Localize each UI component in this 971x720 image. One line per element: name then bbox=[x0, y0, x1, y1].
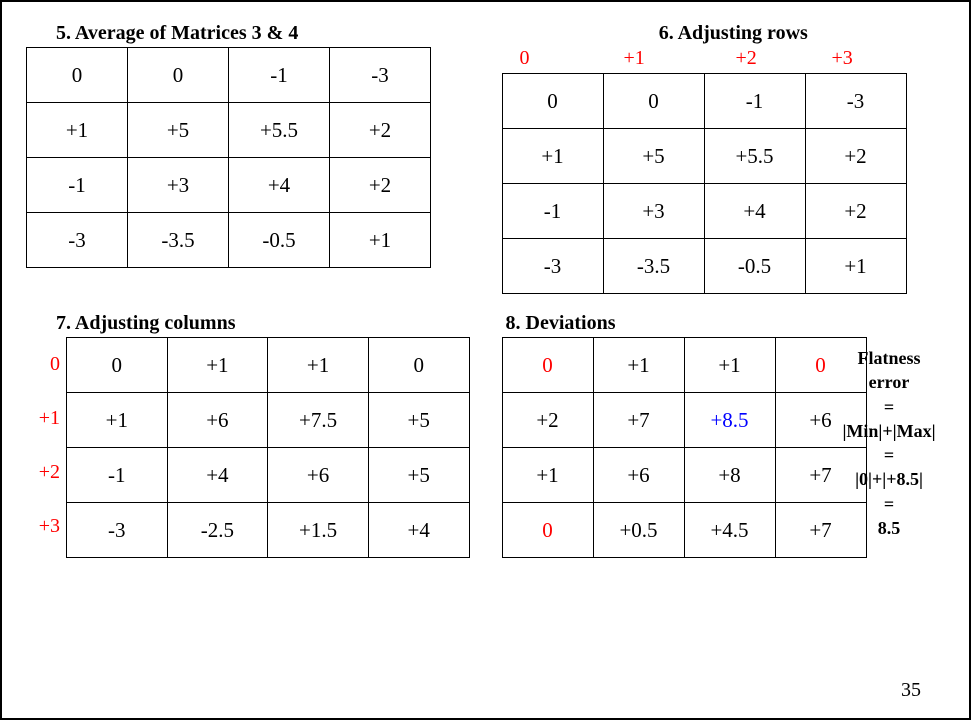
table-cell: +1 bbox=[593, 338, 684, 393]
table-cell: -0.5 bbox=[229, 213, 330, 268]
table-cell: +2 bbox=[805, 184, 906, 239]
table-cell: +5.5 bbox=[704, 129, 805, 184]
panel-6-table: 0 0 -1 -3 +1 +5 +5.5 +2 -1 +3 +4 +2 bbox=[502, 73, 907, 294]
table-cell: -0.5 bbox=[704, 239, 805, 294]
table-cell: 0 bbox=[502, 503, 593, 558]
adjust-row-label: +3 bbox=[832, 47, 853, 70]
table-cell: +1 bbox=[502, 448, 593, 503]
panel-7-title: 7. Adjusting columns bbox=[26, 312, 470, 335]
table-cell: +1 bbox=[167, 338, 268, 393]
panel-7-table: 0 +1 +1 0 +1 +6 +7.5 +5 -1 +4 +6 bbox=[66, 337, 470, 558]
adjust-row-label: +2 bbox=[736, 47, 757, 70]
panel-8-deviations: 8. Deviations 0 +1 +1 0 +2 +7 +8.5 +6 +1… bbox=[502, 312, 946, 558]
table-cell: +7.5 bbox=[268, 393, 369, 448]
panels-grid: 5. Average of Matrices 3 & 4 0 0 -1 -3 +… bbox=[26, 22, 945, 558]
table-cell: -1 bbox=[502, 184, 603, 239]
panel-5-table: 0 0 -1 -3 +1 +5 +5.5 +2 -1 +3 +4 +2 bbox=[26, 47, 431, 268]
table-cell: +8 bbox=[684, 448, 775, 503]
flatness-eq: = bbox=[828, 492, 950, 516]
adjust-col-label: +3 bbox=[26, 499, 60, 553]
table-cell: +1 bbox=[502, 129, 603, 184]
table-cell: -2.5 bbox=[167, 503, 268, 558]
table-cell: +5.5 bbox=[229, 103, 330, 158]
table-cell: +2 bbox=[330, 158, 431, 213]
panel-6-adjusting-rows: 6. Adjusting rows 0 +1 +2 +3 0 0 -1 -3 +… bbox=[502, 22, 946, 294]
slide-page: 5. Average of Matrices 3 & 4 0 0 -1 -3 +… bbox=[0, 0, 971, 720]
table-cell: +2 bbox=[330, 103, 431, 158]
table-cell: +3 bbox=[603, 184, 704, 239]
table-cell: -3 bbox=[805, 74, 906, 129]
panel-8-title: 8. Deviations bbox=[502, 312, 946, 335]
adjust-col-label: +2 bbox=[26, 445, 60, 499]
table-cell: -3 bbox=[67, 503, 168, 558]
table-cell: +4.5 bbox=[684, 503, 775, 558]
table-cell: +1.5 bbox=[268, 503, 369, 558]
adjust-col-label: 0 bbox=[26, 337, 60, 391]
table-cell: -1 bbox=[67, 448, 168, 503]
table-cell: 0 bbox=[128, 48, 229, 103]
flatness-error-note: Flatness error = |Min|+|Max| = |0|+|+8.5… bbox=[828, 346, 950, 540]
table-cell: +6 bbox=[268, 448, 369, 503]
table-cell: 0 bbox=[502, 74, 603, 129]
table-cell: -3 bbox=[27, 213, 128, 268]
table-cell: +6 bbox=[167, 393, 268, 448]
table-cell: +2 bbox=[502, 393, 593, 448]
table-cell: +4 bbox=[167, 448, 268, 503]
adjust-col-label: +1 bbox=[26, 391, 60, 445]
table-cell: -1 bbox=[27, 158, 128, 213]
panel-7-row-adjust-labels: 0 +1 +2 +3 bbox=[26, 337, 60, 553]
table-cell: +1 bbox=[67, 393, 168, 448]
table-cell: +5 bbox=[128, 103, 229, 158]
table-cell: +4 bbox=[229, 158, 330, 213]
panel-6-title: 6. Adjusting rows bbox=[502, 22, 946, 45]
flatness-eq: = bbox=[828, 443, 950, 467]
flatness-substituted: |0|+|+8.5| bbox=[828, 467, 950, 491]
table-cell: +1 bbox=[27, 103, 128, 158]
table-cell: +7 bbox=[593, 393, 684, 448]
table-cell: -3 bbox=[330, 48, 431, 103]
table-cell: -1 bbox=[229, 48, 330, 103]
flatness-eq: = bbox=[828, 395, 950, 419]
table-cell: 0 bbox=[27, 48, 128, 103]
table-cell: -1 bbox=[704, 74, 805, 129]
flatness-title-2: error bbox=[828, 370, 950, 394]
flatness-result: 8.5 bbox=[828, 516, 950, 540]
panel-5-average-matrices: 5. Average of Matrices 3 & 4 0 0 -1 -3 +… bbox=[26, 22, 470, 294]
table-cell: +1 bbox=[684, 338, 775, 393]
panel-8-table: 0 +1 +1 0 +2 +7 +8.5 +6 +1 +6 +8 +7 bbox=[502, 337, 867, 558]
table-cell: +5 bbox=[368, 393, 469, 448]
panel-6-column-adjust-header: 0 +1 +2 +3 bbox=[502, 47, 946, 71]
adjust-row-label: +1 bbox=[624, 47, 645, 70]
table-cell: +4 bbox=[704, 184, 805, 239]
table-cell: 0 bbox=[67, 338, 168, 393]
table-cell: +1 bbox=[805, 239, 906, 294]
page-number: 35 bbox=[901, 679, 921, 702]
table-cell: +0.5 bbox=[593, 503, 684, 558]
table-cell: 0 bbox=[502, 338, 593, 393]
table-cell: +2 bbox=[805, 129, 906, 184]
table-cell: +5 bbox=[368, 448, 469, 503]
table-cell: -3 bbox=[502, 239, 603, 294]
table-cell: +3 bbox=[128, 158, 229, 213]
table-cell: -3.5 bbox=[603, 239, 704, 294]
table-cell: 0 bbox=[603, 74, 704, 129]
panel-7-adjusting-columns: 7. Adjusting columns 0 +1 +2 +3 0 +1 +1 … bbox=[26, 312, 470, 558]
flatness-title-1: Flatness bbox=[828, 346, 950, 370]
table-cell: +4 bbox=[368, 503, 469, 558]
table-cell: +5 bbox=[603, 129, 704, 184]
table-cell: +6 bbox=[593, 448, 684, 503]
adjust-row-label: 0 bbox=[520, 47, 530, 70]
table-cell: +1 bbox=[330, 213, 431, 268]
table-cell: +1 bbox=[268, 338, 369, 393]
flatness-formula: |Min|+|Max| bbox=[828, 419, 950, 443]
table-cell: +8.5 bbox=[684, 393, 775, 448]
panel-5-title: 5. Average of Matrices 3 & 4 bbox=[26, 22, 470, 45]
table-cell: -3.5 bbox=[128, 213, 229, 268]
table-cell: 0 bbox=[368, 338, 469, 393]
